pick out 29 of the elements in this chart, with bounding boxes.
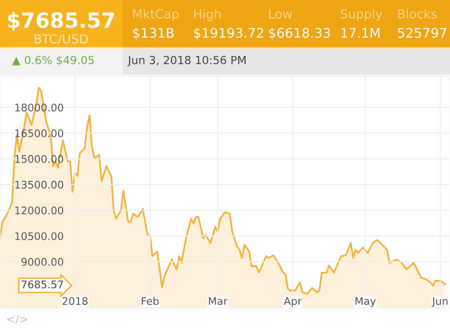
text: Jun 3, 2018 10:56 PM bbox=[127, 56, 246, 66]
text: $6618.33 bbox=[269, 28, 330, 40]
text: 525797 bbox=[398, 28, 446, 38]
text: $131B bbox=[133, 28, 174, 40]
y-tick-label: 9000.00 bbox=[21, 258, 64, 266]
x-tick-label: Apr bbox=[284, 297, 302, 307]
text: BTC/USD bbox=[34, 34, 88, 45]
text: Blocks bbox=[398, 8, 437, 19]
text: High bbox=[194, 8, 221, 22]
text: MktCap bbox=[133, 8, 179, 22]
x-tick-label: 2018 bbox=[62, 297, 88, 305]
y-tick-label: 13500.00 bbox=[15, 180, 64, 189]
y-tick-label: 18000.00 bbox=[15, 104, 64, 112]
x-tick-label: Feb bbox=[142, 296, 159, 305]
text: </> bbox=[7, 314, 28, 324]
y-tick-label: 15000.00 bbox=[15, 155, 64, 163]
text: Low bbox=[269, 9, 292, 19]
text: $7685.57 bbox=[8, 12, 114, 31]
text: Supply bbox=[340, 8, 382, 22]
text: 17.1M bbox=[341, 28, 380, 38]
text: ▲ 0.6% $49.05 bbox=[12, 56, 94, 66]
text: $19193.72 bbox=[194, 28, 264, 40]
y-tick-label: 16500.00 bbox=[15, 129, 64, 138]
y-tick-label: 7685.57 bbox=[22, 280, 63, 288]
y-tick-label: 12000.00 bbox=[15, 206, 64, 214]
y-tick-label: 10500.00 bbox=[15, 232, 64, 240]
x-tick-label: May bbox=[356, 297, 376, 307]
x-tick-label: Mar bbox=[208, 297, 228, 305]
x-tick-label: Jun bbox=[432, 297, 448, 307]
